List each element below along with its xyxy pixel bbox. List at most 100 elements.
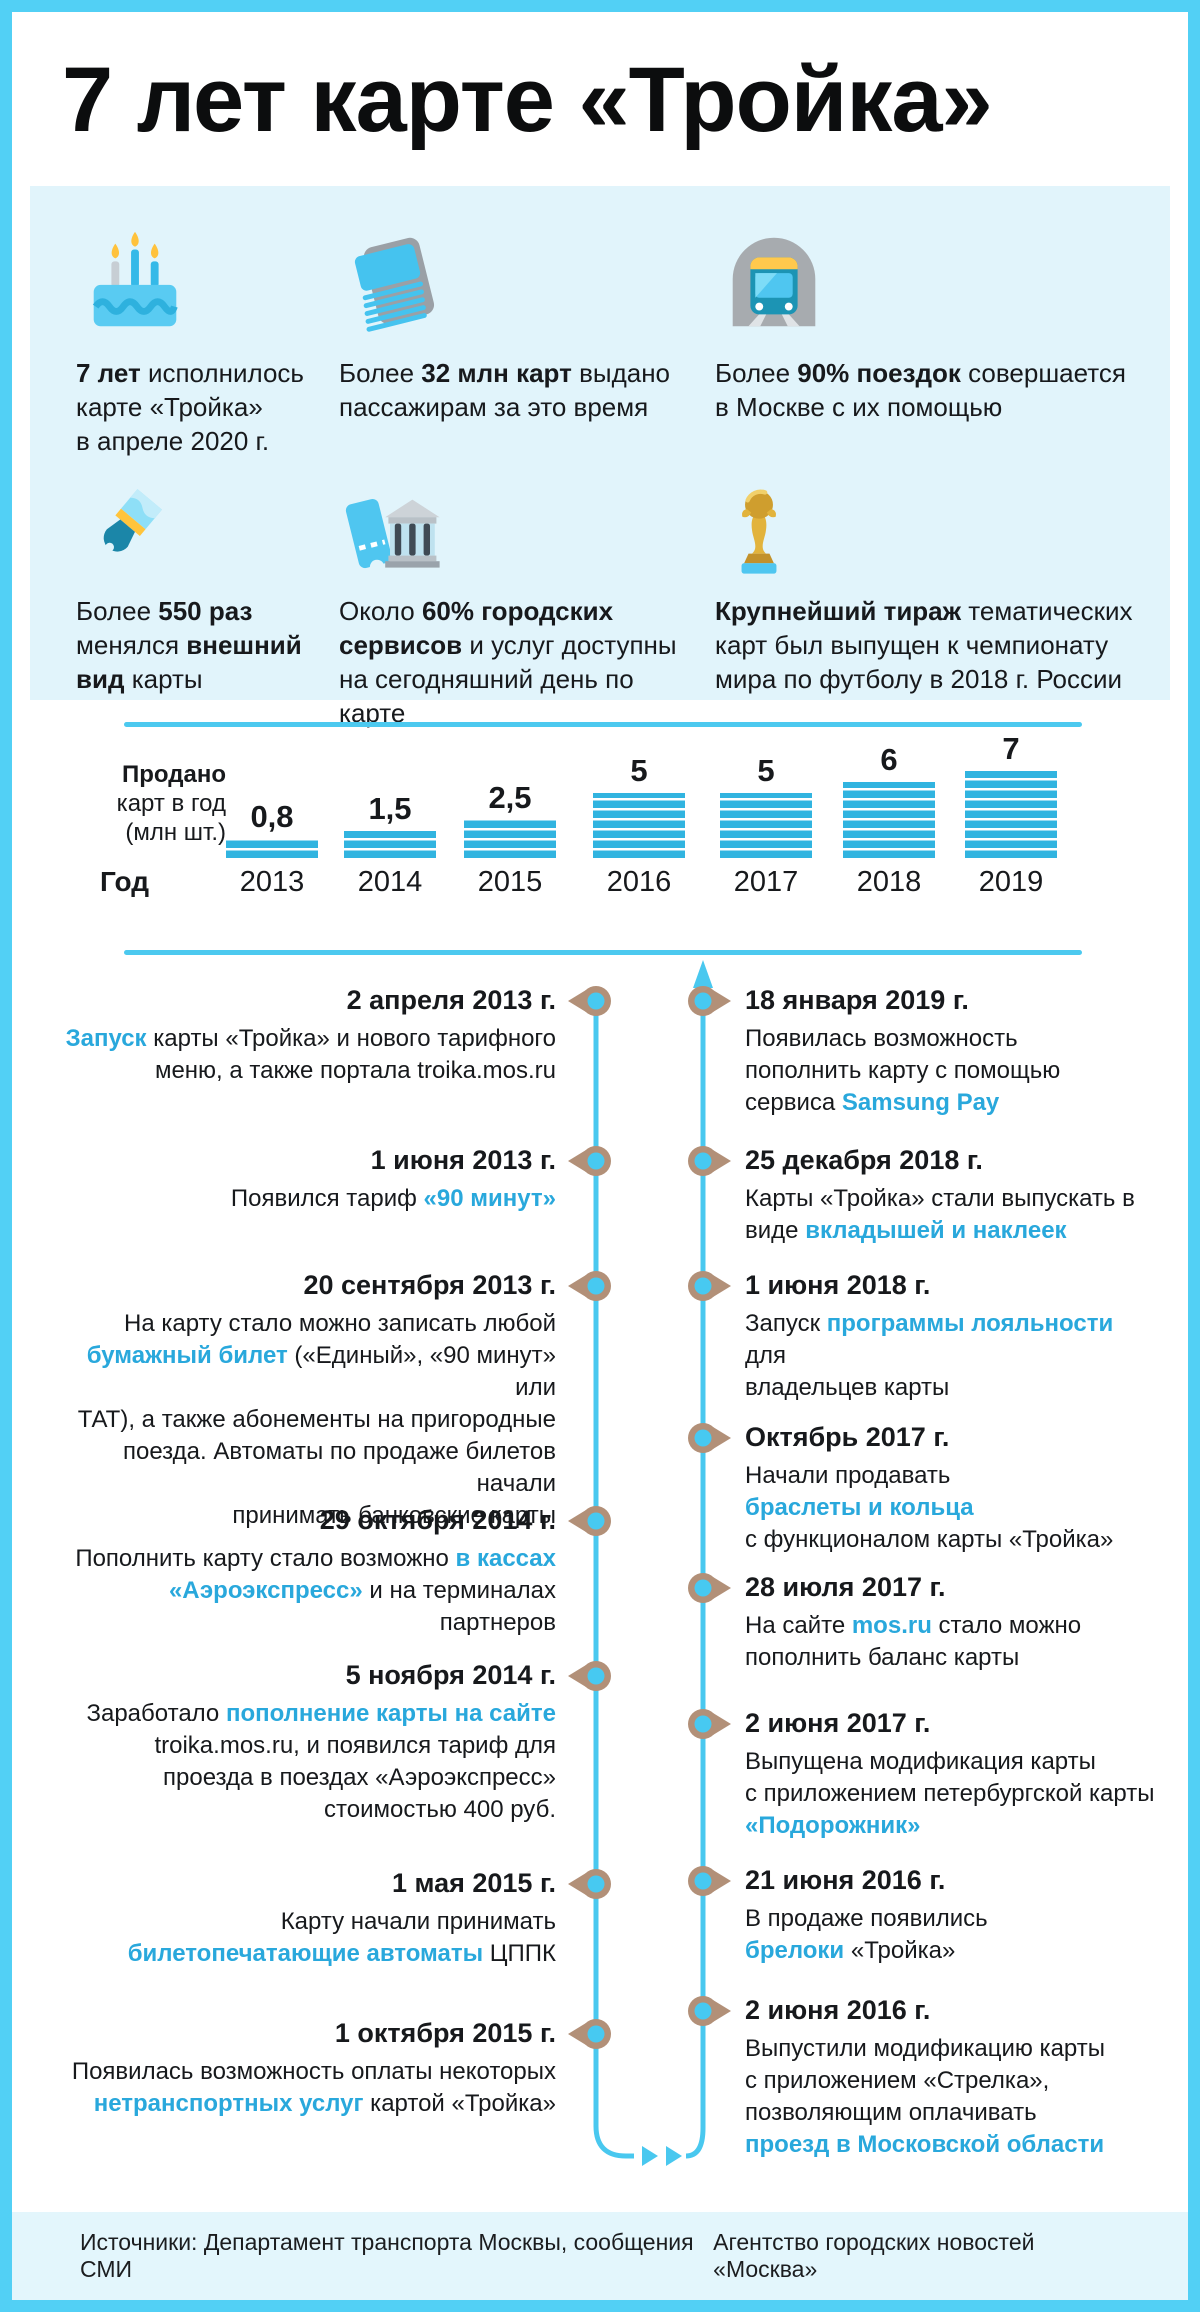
bold-text: 550 раз: [158, 596, 253, 626]
plain-text: Около: [339, 596, 422, 626]
event-date: 1 июня 2013 г.: [370, 1145, 556, 1175]
timeline-event: 28 июля 2017 г. На сайте mos.ru стало мож…: [745, 1572, 1160, 1674]
plain-text: Заработало: [86, 1700, 226, 1727]
timeline-marker-pin-icon: [567, 1268, 615, 1304]
plain-text: troika.mos.ru, и появился тариф для прое…: [154, 1732, 556, 1823]
event-text: На карту стало можно записать любой бума…: [50, 1308, 556, 1532]
bar-value-label: 6: [880, 742, 898, 777]
event-text: Появилась возможность пополнить карту с …: [745, 1023, 1160, 1119]
stat-card-world-cup: Крупнейший тираж тематических карт был в…: [715, 482, 1170, 730]
timeline-event: 25 декабря 2018 г. Карты «Тройка» стали в…: [745, 1145, 1160, 1247]
plain-text: На сайте: [745, 1612, 852, 1639]
bar-value-label: 7: [1002, 731, 1020, 766]
timeline-marker-pin-icon: [567, 1866, 615, 1902]
event-text: Карту начали принимать билетопечатающие …: [50, 1906, 556, 1970]
divider-line-bottom: [124, 950, 1082, 955]
up-arrow-icon: [693, 960, 713, 988]
event-date: 20 сентября 2013 г.: [303, 1270, 556, 1300]
timeline-marker-pin-icon: [684, 983, 732, 1019]
timeline-event: 1 октября 2015 г. Появилась возможность о…: [50, 2018, 556, 2120]
plain-text: Появился тариф: [230, 1185, 424, 1212]
plain-text: В продаже появились: [745, 1905, 988, 1932]
event-text: Запуск карты «Тройка» и нового тарифного…: [50, 1023, 556, 1087]
plain-text: и услуг доступны на сегодняшний день по …: [339, 630, 677, 728]
event-text: На сайте mos.ru стало можно пополнить ба…: [745, 1610, 1160, 1674]
timeline-event: 2 апреля 2013 г. Запуск карты «Тройка» и …: [50, 985, 556, 1087]
plain-text: менялся: [76, 630, 180, 660]
event-date: 1 июня 2018 г.: [745, 1270, 931, 1300]
bar: [464, 820, 556, 858]
birthday-cake-icon: [76, 210, 339, 340]
plain-text: для владельцев карты: [745, 1342, 950, 1401]
event-text: Заработало пополнение карты на сайте tro…: [50, 1698, 556, 1826]
stat-card-trips-share: Более 90% поездок совершается в Москве с…: [715, 210, 1170, 482]
plain-text: Появилась возможность пополнить карту с …: [745, 1025, 1061, 1116]
event-date: 25 декабря 2018 г.: [745, 1145, 983, 1175]
plain-text: Выпустили модификацию карты с приложение…: [745, 2035, 1105, 2126]
event-date: 2 июня 2017 г.: [745, 1708, 931, 1738]
plain-text: ЦППК: [483, 1940, 556, 1967]
timeline-marker-pin-icon: [684, 1143, 732, 1179]
plain-text: Более: [76, 596, 159, 626]
bold-text: 32 млн карт: [421, 358, 572, 388]
plain-text: исполнилось карте «Тройка» в апреле 2020…: [76, 358, 304, 456]
x-tick-label: 2017: [733, 866, 799, 898]
timeline-event: Октябрь 2017 г. Начали продавать браслеты…: [745, 1422, 1160, 1556]
event-date: 18 января 2019 г.: [745, 985, 969, 1015]
bold-text: Крупнейший тираж: [715, 596, 962, 626]
y-axis-label-line: Продано: [122, 761, 226, 788]
plain-text: стало можно пополнить баланс карты: [745, 1612, 1082, 1671]
bar-value-label: 1,5: [368, 791, 412, 826]
footer: Источники: Департамент транспорта Москвы…: [12, 2212, 1188, 2300]
plain-text: Карты «Тройка» стали выпускать в виде: [745, 1185, 1135, 1244]
flow-arrow-icon: [666, 2146, 682, 2166]
accent-text: «90 минут»: [423, 1185, 556, 1212]
bar: [593, 793, 685, 858]
bold-text: 90% поездок: [797, 358, 961, 388]
timeline-event: 5 ноября 2014 г. Заработало пополнение ка…: [50, 1660, 556, 1826]
plain-text: выдано пассажирам за это время: [339, 358, 671, 422]
accent-text: пополнение карты на сайте: [225, 1700, 556, 1727]
ticket-bank-icon: [339, 482, 715, 578]
stat-text: 7 лет исполнилось карте «Тройка» в апрел…: [76, 356, 339, 458]
stat-card-city-services: Около 60% городских сервисов и услуг дос…: [339, 482, 715, 730]
bar: [965, 771, 1057, 858]
event-date: 5 ноября 2014 г.: [345, 1660, 556, 1690]
flow-arrow-icon: [642, 2146, 658, 2166]
bar: [843, 782, 935, 858]
timeline-event: 2 июня 2016 г. Выпустили модификацию карт…: [745, 1995, 1160, 2161]
plain-text: Начали продавать: [745, 1462, 951, 1489]
bar-value-label: 5: [757, 753, 775, 788]
bar: [720, 793, 812, 858]
timeline-marker-pin-icon: [684, 1420, 732, 1456]
stat-text: Более 550 раз менялся внешний вид карты: [76, 594, 339, 696]
timeline-marker-pin-icon: [567, 1658, 615, 1694]
timeline-event: 20 сентября 2013 г. На карту стало можно …: [50, 1270, 556, 1532]
event-date: 2 апреля 2013 г.: [346, 985, 556, 1015]
x-tick-label: 2013: [239, 866, 305, 898]
bold-text: 7 лет: [76, 358, 141, 388]
accent-text: вкладышей и наклеек: [805, 1217, 1067, 1244]
y-axis-label: Продано карт в год (млн шт.): [62, 760, 226, 847]
bar-value-label: 0,8: [250, 799, 294, 834]
trophy-icon: [715, 482, 1170, 578]
event-text: Появилась возможность оплаты некоторых н…: [50, 2056, 556, 2120]
x-tick-label: 2014: [357, 866, 423, 898]
timeline-marker-pin-icon: [684, 1570, 732, 1606]
bold-text: внешний вид: [76, 630, 302, 694]
divider-line-top: [124, 722, 1082, 727]
timeline-marker-pin-icon: [684, 1993, 732, 2029]
accent-text: Samsung Pay: [841, 1089, 1000, 1116]
event-date: 1 октября 2015 г.: [334, 2018, 556, 2048]
plain-text: и на терминалах партнеров: [362, 1577, 556, 1636]
stat-text: Более 32 млн карт выдано пассажирам за э…: [339, 356, 715, 424]
timeline-marker-pin-icon: [567, 1143, 615, 1179]
bar: [226, 839, 318, 858]
timeline-event: 18 января 2019 г. Появилась возможность п…: [745, 985, 1160, 1119]
x-tick-label: 2018: [856, 866, 922, 898]
timeline-event: 2 июня 2017 г. Выпущена модификация карты…: [745, 1708, 1160, 1842]
plain-text: совершается в Москве с их помощью: [715, 358, 1126, 422]
event-date: 1 мая 2015 г.: [391, 1868, 556, 1898]
x-axis-label: Год: [100, 866, 149, 897]
